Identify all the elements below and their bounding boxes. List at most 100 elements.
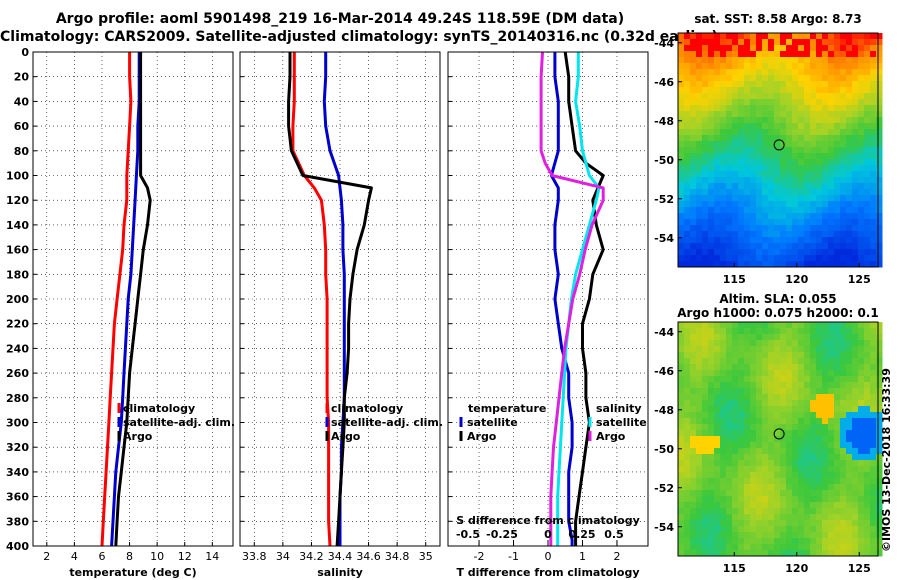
map-cell	[870, 460, 877, 467]
map-cell	[774, 442, 781, 449]
map-cell	[780, 412, 787, 419]
map-cell	[732, 430, 739, 437]
map-cell	[678, 33, 685, 40]
map-cell	[720, 51, 727, 58]
map-cell	[828, 502, 835, 509]
map-cell	[858, 514, 865, 521]
map-cell	[822, 454, 829, 461]
map-cell	[834, 63, 841, 70]
map-cell	[864, 123, 871, 130]
map-cell	[720, 364, 727, 371]
map-cell	[750, 177, 757, 184]
map-cell	[714, 424, 721, 431]
map-cell	[876, 346, 883, 353]
map-cell	[858, 454, 865, 461]
map-cell	[768, 520, 775, 527]
map-cell	[852, 430, 859, 437]
map-cell	[828, 111, 835, 118]
map-cell	[834, 424, 841, 431]
map-cell	[708, 538, 715, 545]
map-cell	[732, 87, 739, 94]
map-cell	[774, 255, 781, 262]
map-cell	[804, 159, 811, 166]
map-cell	[798, 448, 805, 455]
map-cell	[726, 249, 733, 256]
map-cell	[852, 538, 859, 545]
map-cell	[804, 45, 811, 52]
map-cell	[756, 255, 763, 262]
map-cell	[834, 189, 841, 196]
map-cell	[738, 99, 745, 106]
map-cell	[798, 81, 805, 88]
map-cell	[840, 153, 847, 160]
map-cell	[726, 538, 733, 545]
map-cell	[804, 406, 811, 413]
map-cell	[816, 207, 823, 214]
map-cell	[720, 201, 727, 208]
map-cell	[786, 460, 793, 467]
map-cell	[678, 550, 685, 557]
map-cell	[864, 243, 871, 250]
map-cell	[780, 231, 787, 238]
map-cell	[792, 424, 799, 431]
map-cell	[768, 400, 775, 407]
map-cell	[690, 322, 697, 329]
map-cell	[864, 328, 871, 335]
map-cell	[828, 340, 835, 347]
map-cell	[810, 448, 817, 455]
map-cell	[756, 141, 763, 148]
map-cell	[750, 219, 757, 226]
map-cell	[792, 261, 799, 268]
map-cell	[858, 532, 865, 539]
map-cell	[828, 538, 835, 545]
map-cell	[804, 430, 811, 437]
map-cell	[684, 340, 691, 347]
map-cell	[876, 412, 883, 419]
map-cell	[756, 63, 763, 70]
map-cell	[840, 322, 847, 329]
map-cell	[708, 57, 715, 64]
map-cell	[804, 340, 811, 347]
lat-tick-label: -48	[654, 404, 674, 417]
map-cell	[726, 490, 733, 497]
map-cell	[732, 201, 739, 208]
map-cell	[786, 93, 793, 100]
map-cell	[822, 466, 829, 473]
map-cell	[696, 93, 703, 100]
map-cell	[750, 334, 757, 341]
map-cell	[810, 352, 817, 359]
map-cell	[762, 135, 769, 142]
map-cell	[738, 478, 745, 485]
map-cell	[822, 532, 829, 539]
map-cell	[696, 370, 703, 377]
map-cell	[720, 123, 727, 130]
map-cell	[768, 135, 775, 142]
map-cell	[744, 412, 751, 419]
map-cell	[780, 544, 787, 551]
map-cell	[816, 412, 823, 419]
map-cell	[678, 237, 685, 244]
map-cell	[720, 442, 727, 449]
map-cell	[858, 394, 865, 401]
map-cell	[696, 39, 703, 46]
map-cell	[798, 183, 805, 190]
map-cell	[768, 550, 775, 557]
map-cell	[780, 400, 787, 407]
lon-tick-label: 125	[848, 562, 871, 575]
map-cell	[780, 123, 787, 130]
map-cell	[852, 454, 859, 461]
map-cell	[822, 201, 829, 208]
map-cell	[756, 472, 763, 479]
map-cell	[876, 99, 883, 106]
map-cell	[828, 237, 835, 244]
map-cell	[840, 388, 847, 395]
map-cell	[720, 400, 727, 407]
map-cell	[840, 364, 847, 371]
map-cell	[792, 346, 799, 353]
map-cell	[810, 177, 817, 184]
map-cell	[876, 424, 883, 431]
map-cell	[684, 177, 691, 184]
map-cell	[816, 448, 823, 455]
map-cell	[714, 394, 721, 401]
map-cell	[738, 183, 745, 190]
